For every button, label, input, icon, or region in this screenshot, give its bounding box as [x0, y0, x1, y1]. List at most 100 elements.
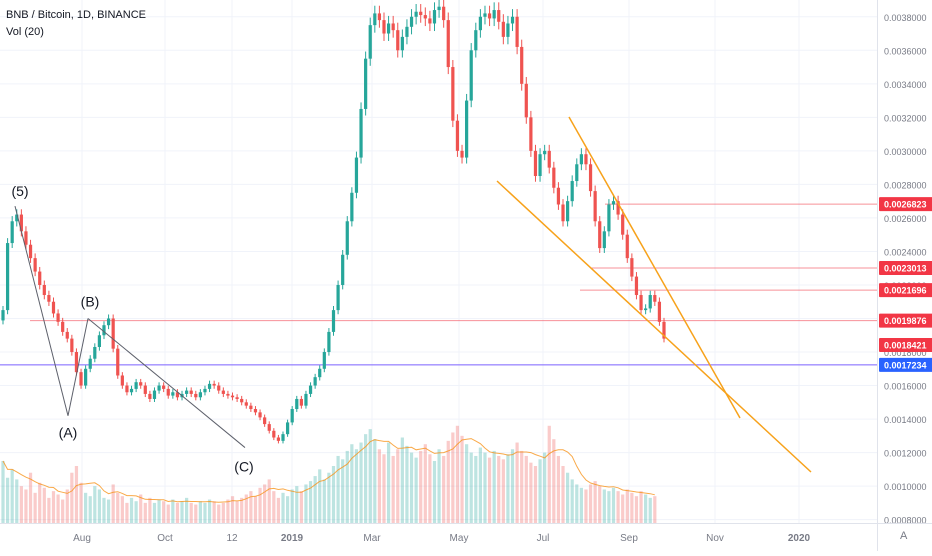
- volume-bar: [331, 466, 336, 523]
- volume-bar: [175, 502, 180, 523]
- price-badge: [879, 313, 932, 328]
- volume-bar: [350, 444, 354, 523]
- volume-bar: [129, 497, 134, 523]
- candle-body: [588, 164, 593, 192]
- candle-body: [524, 83, 528, 118]
- candle-body: [625, 234, 629, 259]
- volume-label: Vol (20): [6, 26, 44, 38]
- volume-bar: [451, 432, 455, 523]
- candle-body: [313, 377, 317, 386]
- volume-bar: [106, 499, 111, 523]
- candle-body: [19, 214, 23, 232]
- auto-scale-button[interactable]: A: [877, 523, 932, 551]
- candle-body: [611, 201, 616, 205]
- candle-body: [88, 358, 92, 369]
- candle-body: [543, 150, 547, 155]
- candle-body: [483, 13, 487, 17]
- volume-bar: [125, 502, 129, 523]
- volume-bar: [336, 455, 340, 523]
- candle-body: [322, 352, 326, 369]
- candle-body: [506, 23, 510, 37]
- price-axis[interactable]: 0.0038000 0.0036000 0.0034000 0.0032000 0.00…: [877, 0, 932, 526]
- volume-bar: [15, 479, 19, 523]
- volume-bar: [272, 491, 276, 523]
- candle-body: [267, 424, 271, 431]
- candle-body: [152, 390, 157, 399]
- volume-bar: [38, 482, 42, 523]
- time-axis[interactable]: Aug Oct 12 2019 Mar May Jul Sep Nov 2020: [0, 523, 877, 551]
- candle-body: [212, 383, 216, 386]
- candle-body: [487, 13, 492, 19]
- candle-body: [382, 20, 386, 34]
- candle-body: [221, 390, 225, 394]
- price-tick-label: 0.0032000: [884, 113, 927, 123]
- candle-body: [478, 16, 482, 31]
- candle-body: [345, 221, 349, 255]
- candle-body: [15, 214, 19, 222]
- price-tick-label: 0.0024000: [884, 247, 927, 257]
- candle-body: [368, 25, 372, 59]
- volume-bar: [263, 484, 267, 523]
- candle-body: [616, 201, 620, 215]
- candle-body: [175, 392, 180, 398]
- volume-bar: [602, 489, 606, 523]
- volume-bar: [483, 452, 487, 523]
- volume-bar: [428, 454, 432, 523]
- volume-bar: [414, 457, 418, 523]
- volume-bar: [244, 494, 248, 523]
- volume-bar: [497, 455, 501, 523]
- volume-bar: [194, 504, 198, 523]
- volume-bar: [152, 502, 157, 523]
- volume-bar: [185, 497, 189, 523]
- candle-body: [419, 11, 423, 16]
- candle-body: [437, 6, 441, 11]
- price-badge-label: 0.0019876: [884, 316, 927, 326]
- candle-body: [249, 405, 253, 410]
- candle-body: [281, 434, 285, 441]
- candle-body: [657, 301, 662, 322]
- volume-bar: [93, 486, 97, 523]
- candle-body: [373, 13, 377, 26]
- candle-body: [65, 331, 69, 339]
- candle-body: [474, 30, 478, 51]
- candle-body: [446, 20, 450, 68]
- price-tick-label: 0.0034000: [884, 80, 927, 90]
- volume-bar: [588, 484, 593, 523]
- candle-body: [644, 308, 648, 311]
- time-tick-label: May: [450, 533, 469, 544]
- wave-label: (C): [234, 459, 253, 475]
- candle-body: [414, 11, 418, 17]
- candle-body: [290, 409, 294, 423]
- volume-bar: [556, 455, 561, 523]
- candle-body: [263, 417, 267, 425]
- candle-body: [515, 16, 519, 47]
- wave-label: (B): [81, 293, 100, 309]
- candle-body: [304, 393, 308, 406]
- price-badge: [879, 197, 932, 212]
- candle-body: [258, 412, 262, 418]
- volume-bar: [84, 492, 88, 523]
- candle-body: [125, 385, 129, 393]
- volume-bar: [61, 499, 65, 523]
- volume-bar: [97, 489, 102, 523]
- volume-bar: [432, 460, 437, 523]
- candle-body: [198, 392, 202, 398]
- volume-bar: [405, 445, 409, 523]
- volume-bar: [166, 504, 170, 523]
- time-tick-label: Nov: [706, 533, 724, 544]
- candle-body: [70, 338, 74, 353]
- volume-bar: [364, 434, 368, 523]
- volume-bar: [65, 489, 69, 523]
- wedge-upper-trendline: [568, 116, 741, 419]
- candle-body: [396, 30, 400, 51]
- price-badge: [879, 283, 932, 298]
- candle-body: [47, 295, 51, 302]
- candle-body: [575, 164, 579, 182]
- candle-body: [561, 204, 565, 222]
- time-tick-label: 2020: [788, 533, 811, 544]
- volume-bar: [377, 449, 382, 523]
- candle-body: [244, 402, 248, 406]
- candle-body: [162, 385, 166, 389]
